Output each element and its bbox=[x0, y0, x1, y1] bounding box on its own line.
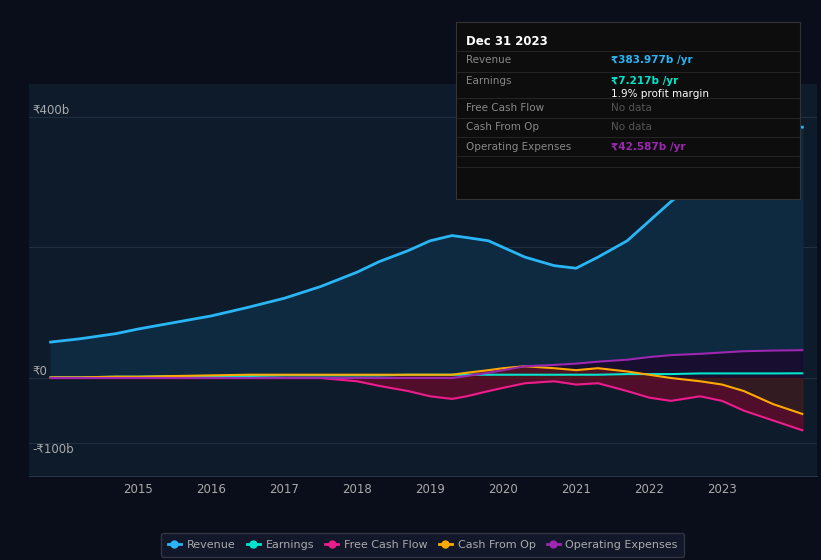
Text: No data: No data bbox=[611, 103, 652, 113]
Text: ₹400b: ₹400b bbox=[32, 104, 70, 116]
Text: 1.9% profit margin: 1.9% profit margin bbox=[611, 89, 709, 99]
Text: Operating Expenses: Operating Expenses bbox=[466, 142, 571, 152]
Text: No data: No data bbox=[611, 122, 652, 132]
Text: Earnings: Earnings bbox=[466, 77, 511, 86]
Text: Free Cash Flow: Free Cash Flow bbox=[466, 103, 544, 113]
Text: -₹100b: -₹100b bbox=[32, 444, 74, 456]
Legend: Revenue, Earnings, Free Cash Flow, Cash From Op, Operating Expenses: Revenue, Earnings, Free Cash Flow, Cash … bbox=[161, 533, 685, 557]
Text: Cash From Op: Cash From Op bbox=[466, 122, 539, 132]
Text: ₹42.587b /yr: ₹42.587b /yr bbox=[611, 142, 686, 152]
Text: ₹0: ₹0 bbox=[32, 365, 48, 378]
Text: ₹383.977b /yr: ₹383.977b /yr bbox=[611, 55, 692, 66]
Text: ₹7.217b /yr: ₹7.217b /yr bbox=[611, 77, 678, 86]
Text: Dec 31 2023: Dec 31 2023 bbox=[466, 35, 548, 48]
Text: Revenue: Revenue bbox=[466, 55, 511, 66]
